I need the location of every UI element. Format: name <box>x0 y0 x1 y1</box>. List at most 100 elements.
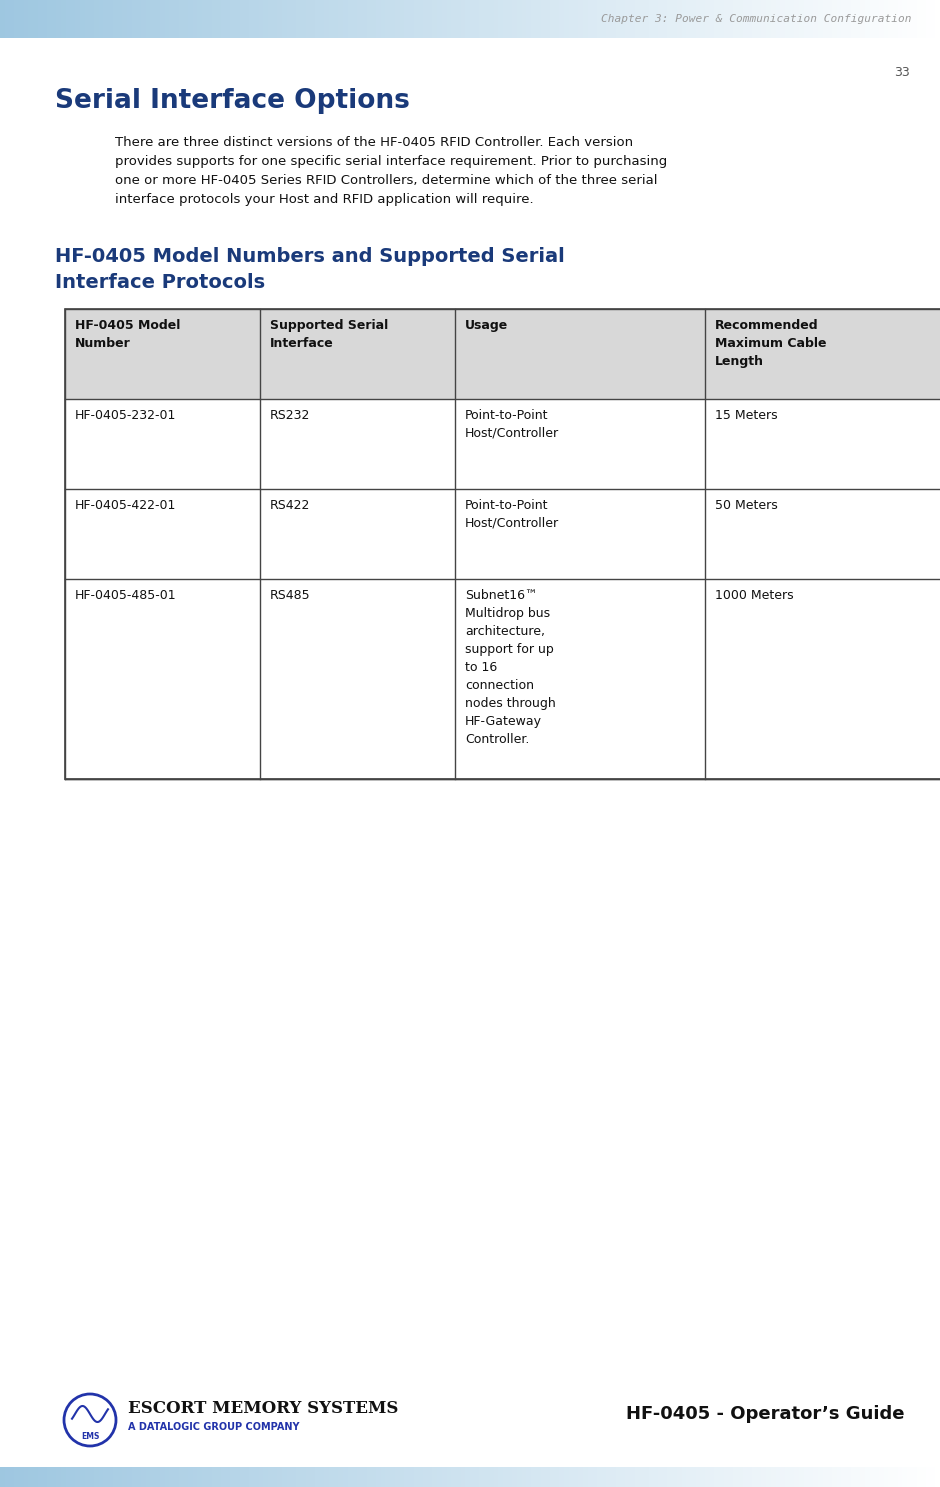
Bar <box>545 1468 551 1487</box>
Bar <box>226 1468 231 1487</box>
Bar <box>484 0 490 39</box>
Text: Point-to-Point
Host/Controller: Point-to-Point Host/Controller <box>465 500 559 529</box>
Bar <box>935 1468 940 1487</box>
Bar <box>714 0 720 39</box>
Bar <box>747 0 753 39</box>
Bar <box>160 1468 165 1487</box>
Bar <box>343 0 349 39</box>
Bar <box>324 1468 330 1487</box>
Bar <box>9 1468 15 1487</box>
Bar <box>644 1468 650 1487</box>
Bar <box>559 1468 565 1487</box>
Bar <box>108 0 114 39</box>
Bar <box>19 0 24 39</box>
Bar <box>28 0 34 39</box>
Bar <box>588 1468 593 1487</box>
Bar <box>935 0 940 39</box>
Bar <box>169 1468 175 1487</box>
Bar <box>484 1468 490 1487</box>
Bar <box>837 0 842 39</box>
Bar <box>70 0 76 39</box>
Bar <box>268 1468 274 1487</box>
Bar <box>390 0 396 39</box>
Bar <box>747 1468 753 1487</box>
Bar <box>14 0 20 39</box>
Bar <box>916 1468 922 1487</box>
Bar <box>470 1468 476 1487</box>
Bar <box>174 1468 180 1487</box>
Bar <box>588 0 593 39</box>
Bar <box>771 1468 776 1487</box>
Bar <box>658 1468 664 1487</box>
Bar <box>273 0 278 39</box>
Bar <box>357 1468 363 1487</box>
Bar <box>103 1468 109 1487</box>
Bar <box>0 0 6 39</box>
Bar <box>714 1468 720 1487</box>
Bar <box>432 1468 438 1487</box>
Bar <box>183 0 189 39</box>
Bar <box>865 0 870 39</box>
Text: Serial Interface Options: Serial Interface Options <box>55 88 410 114</box>
Bar <box>639 1468 645 1487</box>
Bar <box>649 0 654 39</box>
Bar <box>282 1468 288 1487</box>
Bar <box>277 1468 283 1487</box>
Bar <box>14 1468 20 1487</box>
Bar <box>428 0 433 39</box>
Bar <box>146 0 151 39</box>
Bar <box>287 0 292 39</box>
Bar <box>376 1468 382 1487</box>
Bar <box>785 1468 791 1487</box>
Bar <box>682 1468 687 1487</box>
Bar <box>752 0 758 39</box>
Bar <box>395 0 400 39</box>
Bar <box>794 1468 800 1487</box>
Bar <box>479 0 485 39</box>
Bar <box>385 0 391 39</box>
Bar <box>822 1468 828 1487</box>
Bar <box>301 0 306 39</box>
Bar <box>277 0 283 39</box>
Bar <box>132 1468 137 1487</box>
Bar <box>155 1468 161 1487</box>
Bar <box>799 1468 805 1487</box>
Bar <box>258 1468 264 1487</box>
Text: Interface Protocols: Interface Protocols <box>55 274 265 291</box>
Text: 50 Meters: 50 Meters <box>715 500 777 512</box>
Bar <box>414 0 419 39</box>
Bar <box>66 0 71 39</box>
Bar <box>771 0 776 39</box>
Bar <box>47 0 53 39</box>
Bar <box>700 1468 706 1487</box>
Bar <box>780 0 786 39</box>
Bar <box>658 0 664 39</box>
Bar <box>127 0 133 39</box>
Text: Chapter 3: Power & Communication Configuration: Chapter 3: Power & Communication Configu… <box>602 13 912 24</box>
Bar <box>329 1468 335 1487</box>
Bar <box>249 0 255 39</box>
Bar <box>80 1468 86 1487</box>
Text: ESCORT MEMORY SYSTEMS: ESCORT MEMORY SYSTEMS <box>128 1399 399 1417</box>
Bar <box>451 1468 457 1487</box>
Bar <box>456 0 462 39</box>
Bar <box>42 1468 48 1487</box>
Bar <box>414 1468 419 1487</box>
Bar <box>400 1468 405 1487</box>
Bar <box>719 1468 725 1487</box>
Bar <box>164 1468 170 1487</box>
Bar <box>42 0 48 39</box>
Bar <box>630 1468 635 1487</box>
Bar <box>94 0 100 39</box>
Bar <box>592 1468 598 1487</box>
Bar <box>461 0 466 39</box>
Bar <box>503 1468 509 1487</box>
Bar <box>315 0 321 39</box>
Bar <box>846 0 852 39</box>
Bar <box>738 0 744 39</box>
Bar <box>888 0 894 39</box>
Bar <box>310 0 316 39</box>
Bar <box>85 0 90 39</box>
Bar <box>639 0 645 39</box>
Bar <box>235 0 241 39</box>
